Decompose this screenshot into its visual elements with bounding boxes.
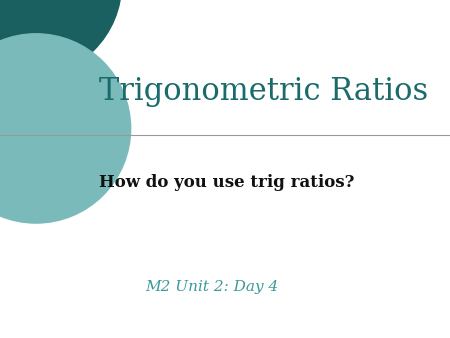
- Ellipse shape: [0, 34, 130, 223]
- Text: How do you use trig ratios?: How do you use trig ratios?: [99, 174, 355, 191]
- Ellipse shape: [0, 0, 122, 78]
- Text: M2 Unit 2: Day 4: M2 Unit 2: Day 4: [145, 280, 278, 294]
- Text: Trigonometric Ratios: Trigonometric Ratios: [99, 76, 428, 107]
